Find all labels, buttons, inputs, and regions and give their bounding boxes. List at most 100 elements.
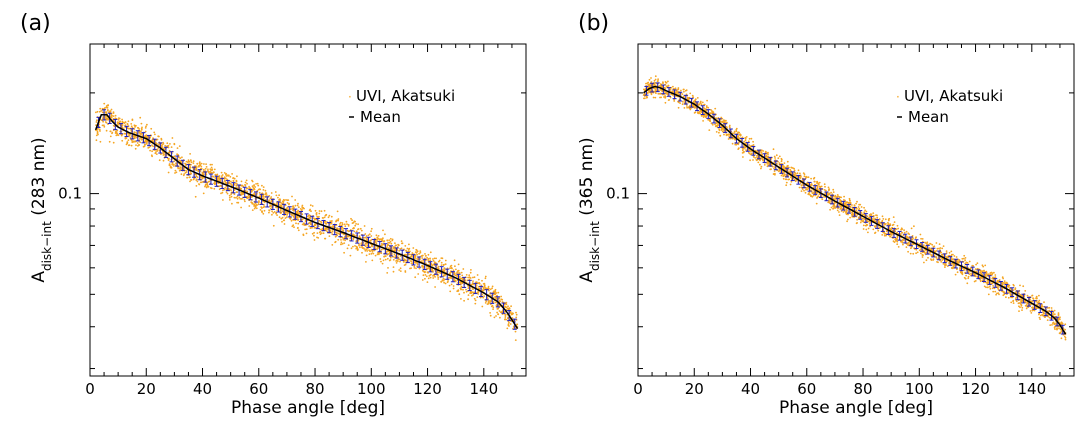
observation-point bbox=[491, 285, 494, 288]
observation-point bbox=[343, 242, 346, 245]
observation-point bbox=[387, 244, 390, 247]
observation-point bbox=[174, 169, 177, 172]
observation-point bbox=[953, 255, 956, 257]
observation-point bbox=[430, 263, 433, 265]
observation-point bbox=[292, 205, 295, 208]
observation-point bbox=[218, 188, 221, 191]
observation-point bbox=[311, 205, 314, 207]
observation-point bbox=[376, 248, 378, 251]
observation-point bbox=[1026, 294, 1029, 297]
observation-point bbox=[940, 251, 943, 254]
observation-point bbox=[793, 174, 796, 177]
observation-point bbox=[285, 216, 288, 219]
observation-point bbox=[938, 243, 941, 246]
observation-point bbox=[240, 192, 242, 194]
observation-point bbox=[463, 299, 465, 302]
observation-point bbox=[511, 313, 514, 316]
observation-point bbox=[686, 105, 688, 107]
observation-point bbox=[207, 185, 210, 188]
observation-point bbox=[919, 242, 922, 245]
observation-point bbox=[964, 277, 967, 280]
observation-point bbox=[201, 177, 204, 180]
observation-point bbox=[752, 156, 755, 158]
observation-point bbox=[297, 229, 300, 232]
observation-point bbox=[109, 116, 112, 118]
observation-point bbox=[274, 191, 277, 193]
observation-point bbox=[263, 209, 266, 212]
observation-point bbox=[487, 300, 490, 303]
observation-point bbox=[205, 173, 208, 176]
observation-point bbox=[872, 228, 875, 231]
observation-point bbox=[1014, 288, 1017, 291]
observation-point bbox=[942, 245, 945, 248]
observation-point bbox=[855, 202, 857, 205]
observation-point bbox=[447, 280, 449, 282]
observation-point bbox=[99, 130, 101, 132]
observation-point bbox=[907, 250, 909, 253]
observation-point bbox=[927, 256, 929, 259]
observation-point bbox=[944, 263, 947, 266]
observation-point bbox=[259, 209, 262, 211]
observation-point bbox=[171, 163, 174, 166]
observation-point bbox=[414, 255, 417, 258]
observation-point bbox=[95, 134, 98, 137]
observation-point bbox=[280, 202, 283, 205]
observation-point bbox=[224, 180, 226, 183]
observation-point bbox=[775, 154, 778, 157]
observation-point bbox=[457, 270, 459, 272]
observation-point bbox=[495, 292, 498, 294]
observation-point bbox=[197, 169, 200, 172]
observation-point bbox=[150, 154, 153, 157]
observation-point bbox=[494, 288, 497, 291]
observation-point bbox=[735, 127, 738, 130]
observation-point bbox=[211, 169, 213, 172]
observation-point bbox=[297, 226, 299, 229]
observation-point bbox=[317, 237, 320, 239]
observation-point bbox=[475, 284, 478, 287]
observation-point bbox=[444, 282, 447, 285]
observation-point bbox=[476, 296, 479, 298]
observation-point bbox=[253, 184, 256, 186]
observation-point bbox=[421, 257, 424, 259]
observation-point bbox=[199, 181, 202, 184]
observation-point bbox=[760, 167, 762, 170]
observation-point bbox=[167, 171, 170, 174]
observation-point bbox=[895, 238, 898, 241]
observation-point bbox=[113, 125, 116, 127]
observation-point bbox=[867, 231, 869, 234]
observation-point bbox=[495, 315, 497, 317]
observation-point bbox=[956, 268, 958, 271]
observation-point bbox=[438, 259, 441, 262]
observation-point bbox=[123, 132, 126, 135]
observation-point bbox=[315, 212, 318, 215]
observation-point bbox=[323, 216, 326, 219]
observation-point bbox=[772, 148, 775, 151]
observation-point bbox=[313, 231, 315, 234]
observation-point bbox=[810, 177, 812, 180]
observation-point bbox=[734, 143, 737, 146]
observation-point bbox=[254, 186, 257, 188]
observation-point bbox=[308, 217, 311, 219]
observation-point bbox=[1021, 309, 1023, 311]
observation-point bbox=[785, 181, 788, 184]
observation-point bbox=[167, 146, 170, 149]
observation-point bbox=[671, 90, 673, 93]
observation-point bbox=[270, 192, 273, 194]
observation-point bbox=[242, 185, 245, 188]
observation-point bbox=[307, 214, 310, 217]
observation-point bbox=[366, 250, 369, 252]
observation-point bbox=[659, 89, 662, 91]
observation-point bbox=[954, 273, 957, 276]
observation-point bbox=[916, 251, 919, 254]
observation-point bbox=[227, 175, 230, 177]
observation-point bbox=[136, 142, 139, 144]
observation-point bbox=[255, 207, 258, 210]
observation-point bbox=[680, 89, 682, 92]
observation-point bbox=[407, 250, 410, 253]
observation-point bbox=[318, 219, 321, 222]
observation-point bbox=[881, 234, 884, 236]
observation-point bbox=[233, 183, 236, 186]
observation-point bbox=[316, 232, 319, 235]
observation-point bbox=[364, 242, 367, 245]
